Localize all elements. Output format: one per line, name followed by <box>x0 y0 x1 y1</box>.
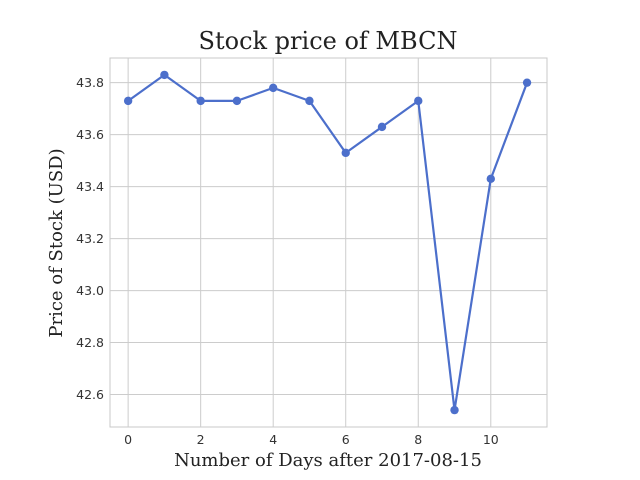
x-tick-label: 10 <box>483 432 499 447</box>
x-tick-label: 0 <box>124 432 132 447</box>
x-tick-label: 6 <box>342 432 350 447</box>
y-tick-label: 43.6 <box>76 127 104 142</box>
chart-title: Stock price of MBCN <box>199 27 458 55</box>
data-point <box>160 70 169 80</box>
data-point <box>522 78 532 87</box>
plot-area <box>109 57 548 428</box>
y-tick-label: 43.4 <box>76 179 104 194</box>
y-tick-label: 42.6 <box>76 387 104 402</box>
y-tick-label: 43.8 <box>76 75 104 90</box>
y-tick-label: 42.8 <box>76 335 104 350</box>
data-point <box>196 96 205 106</box>
x-axis-label: Number of Days after 2017-08-15 <box>174 450 482 471</box>
series-line <box>127 73 529 412</box>
data-point <box>486 174 495 184</box>
data-point <box>268 83 278 93</box>
x-tick-label: 8 <box>414 432 422 447</box>
data-point <box>123 96 133 106</box>
x-gridlines <box>127 58 492 427</box>
x-tick-labels: 0 2 4 6 8 10 <box>124 432 499 447</box>
data-series <box>123 70 532 415</box>
data-point <box>414 96 423 106</box>
y-axis-label: Price of Stock (USD) <box>46 148 67 337</box>
x-tick-label: 2 <box>197 432 205 447</box>
data-point <box>341 148 350 158</box>
data-point <box>232 96 242 106</box>
data-point <box>450 405 459 415</box>
data-point <box>377 122 387 132</box>
x-tick-label: 4 <box>269 432 277 447</box>
y-tick-label: 43.2 <box>76 231 104 246</box>
y-tick-labels: 42.6 42.8 43.0 43.2 43.4 43.6 43.8 <box>76 75 104 402</box>
data-point <box>305 96 314 106</box>
y-tick-label: 43.0 <box>76 283 104 298</box>
